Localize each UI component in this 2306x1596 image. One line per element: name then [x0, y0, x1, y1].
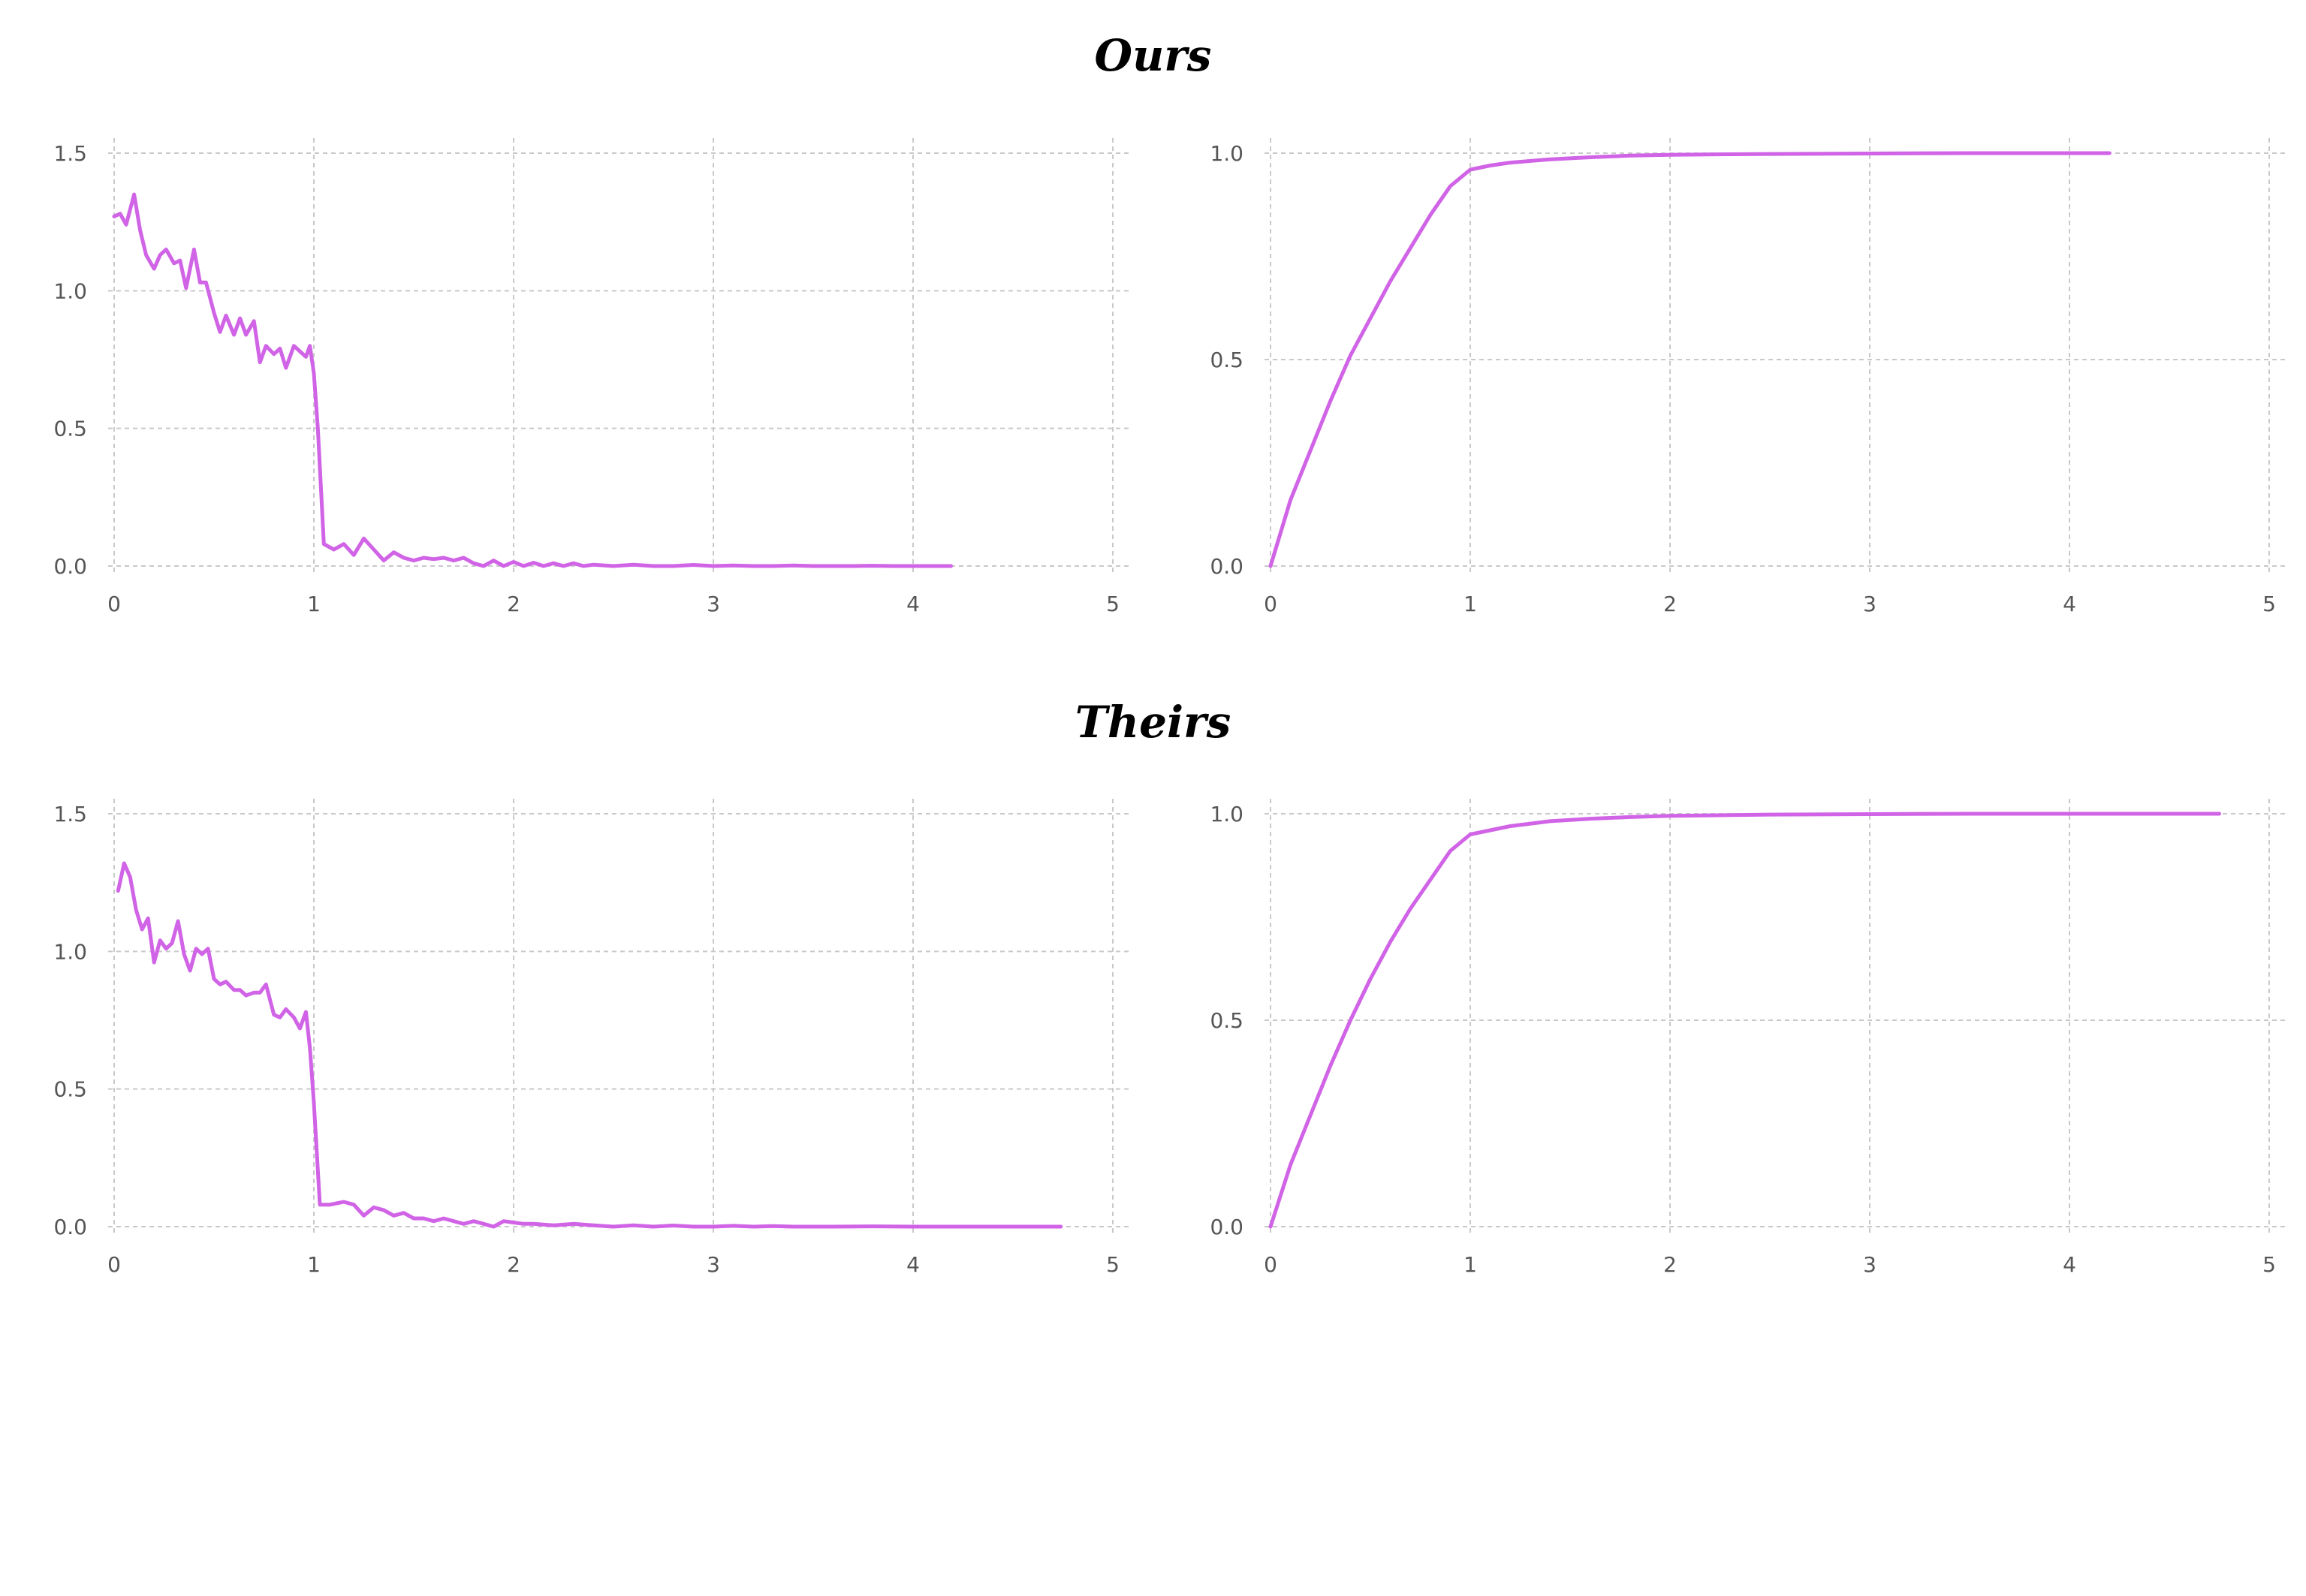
- x-tick-label: 4: [2063, 592, 2076, 616]
- section-title-ours: Ours: [1094, 30, 1212, 81]
- y-tick-label: 1.0: [53, 279, 87, 303]
- x-tick-label: 1: [307, 1252, 321, 1277]
- x-tick-label: 3: [1863, 1252, 1876, 1277]
- x-tick-label: 3: [1863, 592, 1876, 616]
- x-tick-label: 3: [707, 592, 720, 616]
- y-tick-label: 0.5: [53, 1077, 87, 1102]
- x-tick-label: 4: [906, 1252, 920, 1277]
- x-tick-label: 5: [2262, 592, 2276, 616]
- y-tick-label: 0.5: [53, 417, 87, 441]
- y-tick-label: 1.0: [1210, 141, 1243, 166]
- x-tick-label: 4: [2063, 1252, 2076, 1277]
- chart-theirs-right: 0 1 2 3 4 5 0.0 0.5 1.0: [1210, 799, 2286, 1277]
- series-line: [1268, 151, 2112, 568]
- series-line: [1268, 812, 2221, 1229]
- y-tick-label: 0.0: [1210, 554, 1243, 579]
- y-tick-label: 1.0: [53, 939, 87, 964]
- x-tick-label: 1: [1463, 592, 1477, 616]
- x-tick-label: 2: [1663, 592, 1677, 616]
- x-tick-label: 4: [906, 592, 920, 616]
- x-tick-label: 1: [307, 592, 321, 616]
- x-tick-label: 0: [107, 1252, 121, 1277]
- y-tick-label: 0.5: [1210, 348, 1243, 372]
- x-tick-label: 5: [1106, 592, 1120, 616]
- x-tick-label: 3: [707, 1252, 720, 1277]
- y-tick-label: 0.0: [1210, 1215, 1243, 1239]
- chart-theirs-left: 0 1 2 3 4 5 0.0 0.5 1.0 1.5: [53, 799, 1129, 1277]
- x-tick-label: 2: [1663, 1252, 1677, 1277]
- y-tick-label: 0.0: [53, 1215, 87, 1239]
- y-tick-label: 0.0: [53, 554, 87, 579]
- y-tick-label: 1.0: [1210, 802, 1243, 827]
- section-title-theirs: Theirs: [1075, 697, 1231, 748]
- x-tick-label: 0: [107, 592, 121, 616]
- x-tick-label: 5: [2262, 1252, 2276, 1277]
- y-tick-label: 0.5: [1210, 1008, 1243, 1033]
- x-tick-label: 2: [507, 592, 520, 616]
- y-tick-label: 1.5: [53, 802, 87, 827]
- y-tick-label: 1.5: [53, 141, 87, 166]
- x-tick-label: 0: [1264, 592, 1277, 616]
- series-line: [116, 861, 1063, 1229]
- chart-ours-left: 0 1 2 3 4 5 0.0 0.5 1.0 1.5: [53, 138, 1129, 616]
- x-tick-label: 1: [1463, 1252, 1477, 1277]
- x-tick-label: 2: [507, 1252, 520, 1277]
- series-line: [112, 192, 953, 568]
- chart-ours-right: 0 1 2 3 4 5 0.0 0.5 1.0: [1210, 138, 2286, 616]
- x-tick-label: 0: [1264, 1252, 1277, 1277]
- x-tick-label: 5: [1106, 1252, 1120, 1277]
